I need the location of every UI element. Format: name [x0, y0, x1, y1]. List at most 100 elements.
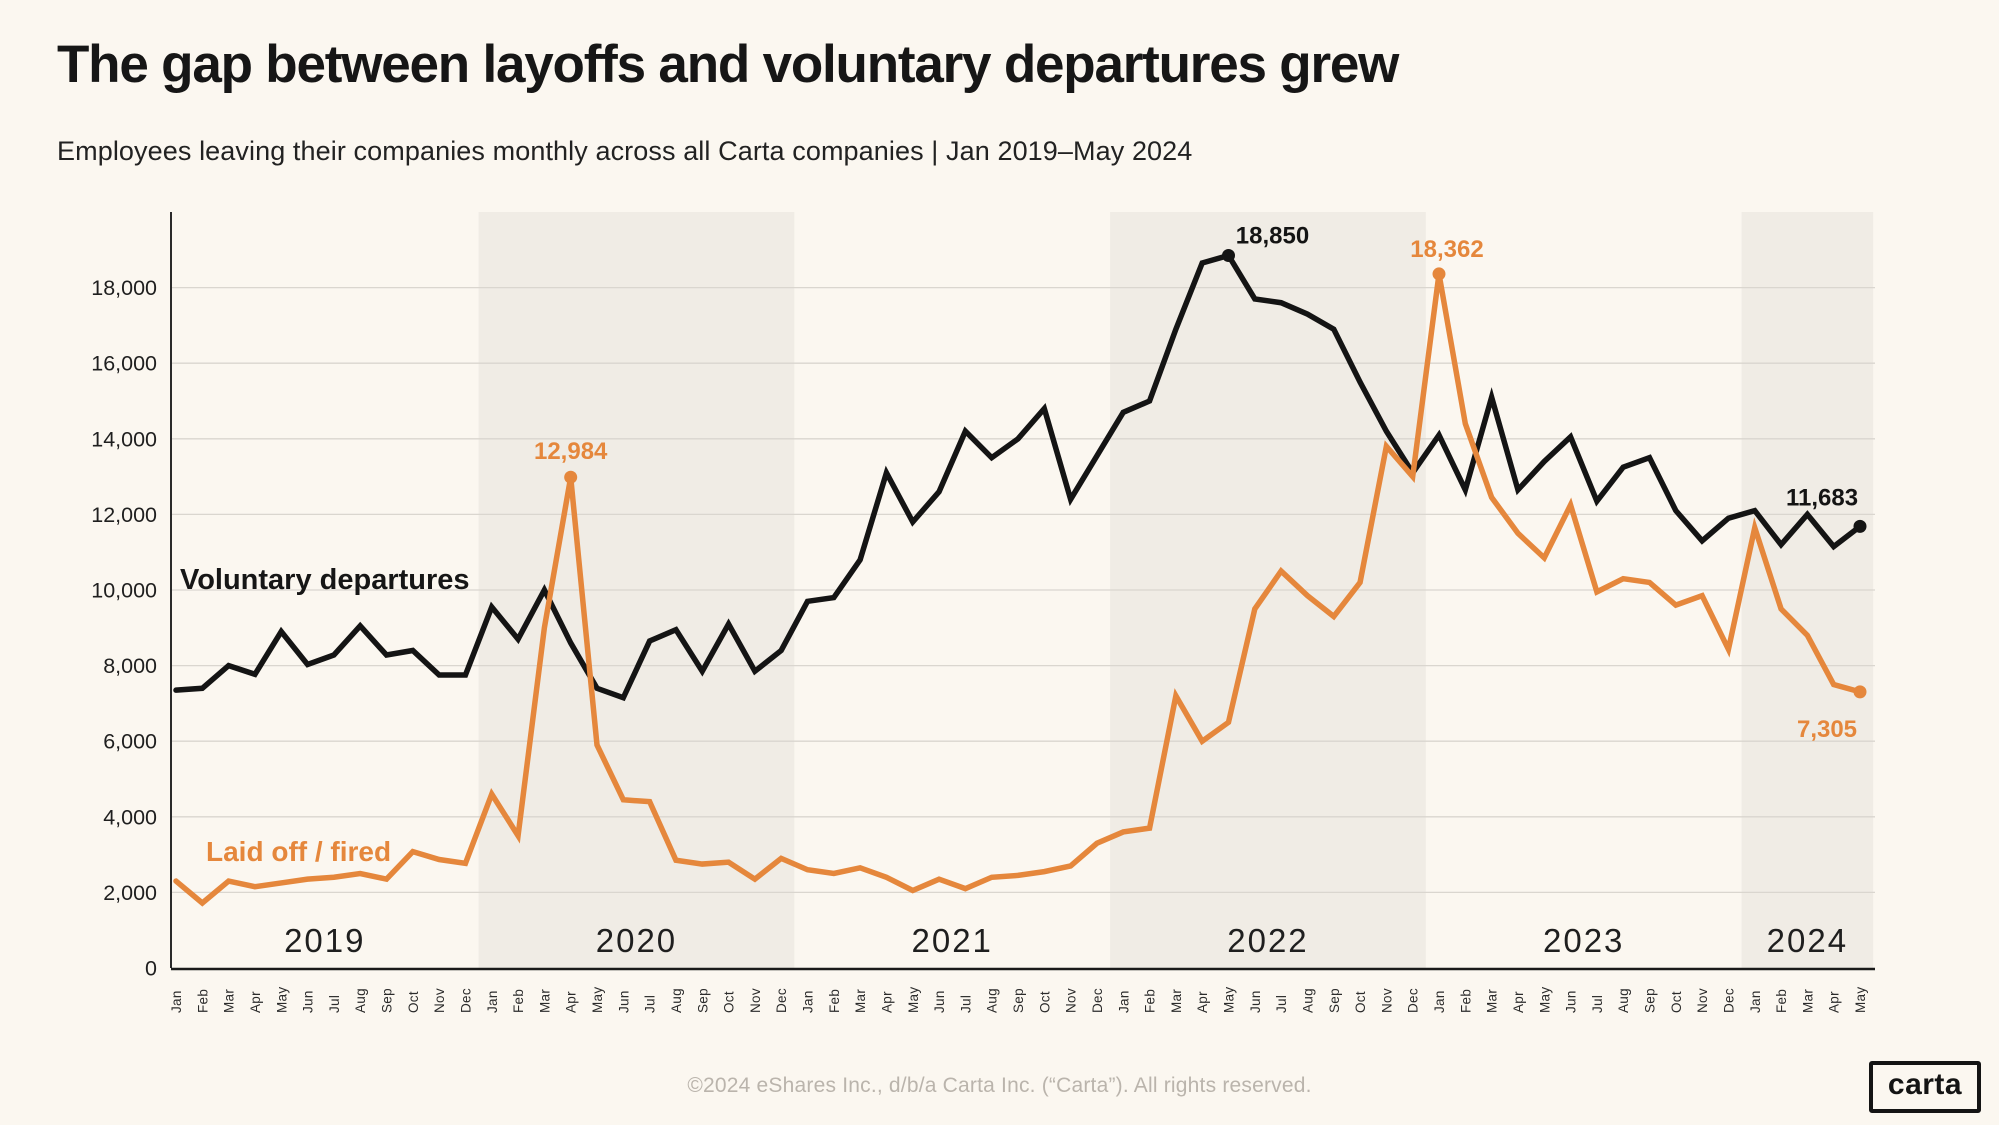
x-axis-month-label: Mar [537, 989, 552, 1013]
x-axis-month-label: Jan [801, 990, 816, 1013]
x-axis-year-label-2023: 2023 [1543, 922, 1624, 959]
series-line-laid-off-fired [173, 273, 1863, 907]
x-axis-month-label: Oct [722, 991, 737, 1013]
data-point-dot-11,683 [1853, 519, 1867, 533]
x-axis-month-label: Aug [1300, 988, 1315, 1013]
x-axis-month-label: May [1537, 987, 1552, 1013]
data-point-dot-18,850 [1222, 248, 1235, 262]
x-axis-month-label: Jan [1748, 990, 1763, 1013]
x-axis-month-label: Sep [695, 988, 710, 1013]
x-axis-month-label: Dec [774, 988, 789, 1013]
x-axis-month-label: May [274, 987, 289, 1013]
annotation-18,850: 18,850 [1236, 222, 1309, 249]
x-axis-month-label: Nov [1379, 988, 1394, 1013]
x-axis-month-label: Oct [406, 991, 421, 1013]
x-axis-month-label: Nov [1064, 988, 1079, 1013]
series-line-voluntary-departures [173, 252, 1863, 702]
carta-logo-text: carta [1887, 1068, 1963, 1101]
x-axis-month-label: Jun [616, 990, 631, 1013]
x-axis-month-label: Jul [1274, 995, 1289, 1013]
x-axis-month-label: Feb [1774, 989, 1789, 1013]
y-tick-label-6,000: 6,000 [103, 730, 157, 754]
x-axis-month-label: Jan [169, 990, 184, 1013]
x-axis-month-label: Feb [511, 989, 526, 1013]
x-axis-month-label: Aug [1616, 988, 1631, 1013]
x-axis-month-label: Mar [1800, 989, 1815, 1013]
y-tick-label-18,000: 18,000 [91, 276, 157, 300]
x-axis-month-label: Mar [222, 989, 237, 1013]
copyright-text: ©2024 eShares Inc., d/b/a Carta Inc. (“C… [687, 1074, 1312, 1097]
x-axis-month-label: Dec [1090, 988, 1105, 1013]
x-axis-month-label: Jul [1590, 995, 1605, 1013]
y-tick-label-10,000: 10,000 [91, 579, 157, 603]
y-tick-label-16,000: 16,000 [91, 352, 157, 376]
x-axis-month-label: Sep [380, 988, 395, 1013]
x-axis-month-label: Feb [1143, 989, 1158, 1013]
x-axis-month-label: Nov [432, 988, 447, 1013]
x-axis-month-label: Sep [1643, 988, 1658, 1013]
x-axis-year-label-2022: 2022 [1227, 922, 1308, 959]
x-axis-month-label: Oct [1669, 991, 1684, 1013]
annotation-11,683: 11,683 [1786, 484, 1858, 511]
x-axis-month-label: Apr [879, 991, 894, 1013]
y-tick-label-8,000: 8,000 [103, 654, 157, 678]
x-axis-month-label: Jun [1248, 990, 1263, 1013]
x-axis-year-label-2020: 2020 [596, 922, 677, 959]
x-axis-month-label: Sep [1011, 988, 1026, 1013]
x-axis-month-label: Jan [1116, 990, 1131, 1013]
x-axis-year-label-2024: 2024 [1767, 922, 1848, 959]
x-axis-month-label: Apr [1827, 991, 1842, 1013]
y-tick-label-2,000: 2,000 [103, 881, 157, 905]
annotation-18,362: 18,362 [1410, 236, 1483, 263]
data-point-dot-18,362 [1432, 267, 1446, 281]
x-axis-month-label: May [906, 987, 921, 1013]
series-label-voluntary-departures: Voluntary departures [180, 564, 470, 596]
x-axis-month-label: Nov [1695, 988, 1710, 1013]
x-axis-month-label: Mar [1169, 989, 1184, 1013]
y-tick-label-4,000: 4,000 [103, 805, 157, 829]
x-axis-year-label-2021: 2021 [912, 922, 993, 959]
x-axis-month-label: May [590, 987, 605, 1013]
x-axis-month-label: Feb [195, 989, 210, 1013]
x-axis-month-label: Apr [1511, 991, 1526, 1013]
x-axis-month-label: Jun [932, 990, 947, 1013]
x-axis-month-label: Jan [485, 990, 500, 1013]
y-tick-label-14,000: 14,000 [91, 427, 157, 451]
carta-logo: carta [1869, 1061, 1981, 1113]
x-axis-month-label: Jan [1432, 990, 1447, 1013]
x-axis-month-label: Nov [748, 988, 763, 1013]
x-axis-month-label: Sep [1327, 988, 1342, 1013]
x-axis-month-label: May [1222, 987, 1237, 1013]
x-axis-month-label: Apr [564, 991, 579, 1013]
x-axis-month-label: Jun [301, 990, 316, 1013]
x-axis-month-label: Dec [1406, 988, 1421, 1013]
x-axis-month-label: Mar [853, 989, 868, 1013]
x-axis-month-label: Jul [958, 995, 973, 1013]
chart-subtitle: Employees leaving their companies monthl… [57, 136, 1193, 166]
x-axis-month-label: Aug [353, 988, 368, 1013]
x-axis-month-label: Jul [643, 995, 658, 1013]
annotation-7,305: 7,305 [1797, 716, 1857, 743]
data-point-dot-7,305 [1853, 685, 1867, 699]
x-axis-month-label: Jul [327, 995, 342, 1013]
x-axis-month-label: Mar [1485, 989, 1500, 1013]
annotation-12,984: 12,984 [534, 438, 608, 465]
x-axis-month-label: Feb [1458, 989, 1473, 1013]
series-label-laid-off-fired: Laid off / fired [206, 836, 392, 867]
x-axis-month-label: Oct [1037, 991, 1052, 1013]
x-axis-month-label: Apr [1195, 991, 1210, 1013]
x-axis-month-label: Aug [985, 988, 1000, 1013]
x-axis-month-label: May [1853, 987, 1868, 1013]
x-axis-month-label: Dec [1721, 988, 1736, 1013]
y-tick-label-0: 0 [145, 957, 157, 981]
x-axis-month-label: Aug [669, 988, 684, 1013]
y-tick-label-12,000: 12,000 [91, 503, 157, 527]
x-axis-month-label: Dec [458, 988, 473, 1013]
x-axis-month-label: Jun [1564, 990, 1579, 1013]
x-axis-month-label: Apr [248, 991, 263, 1013]
data-point-dot-12,984 [564, 470, 578, 484]
chart-title: The gap between layoffs and voluntary de… [57, 35, 1399, 94]
x-axis-month-label: Feb [827, 989, 842, 1013]
